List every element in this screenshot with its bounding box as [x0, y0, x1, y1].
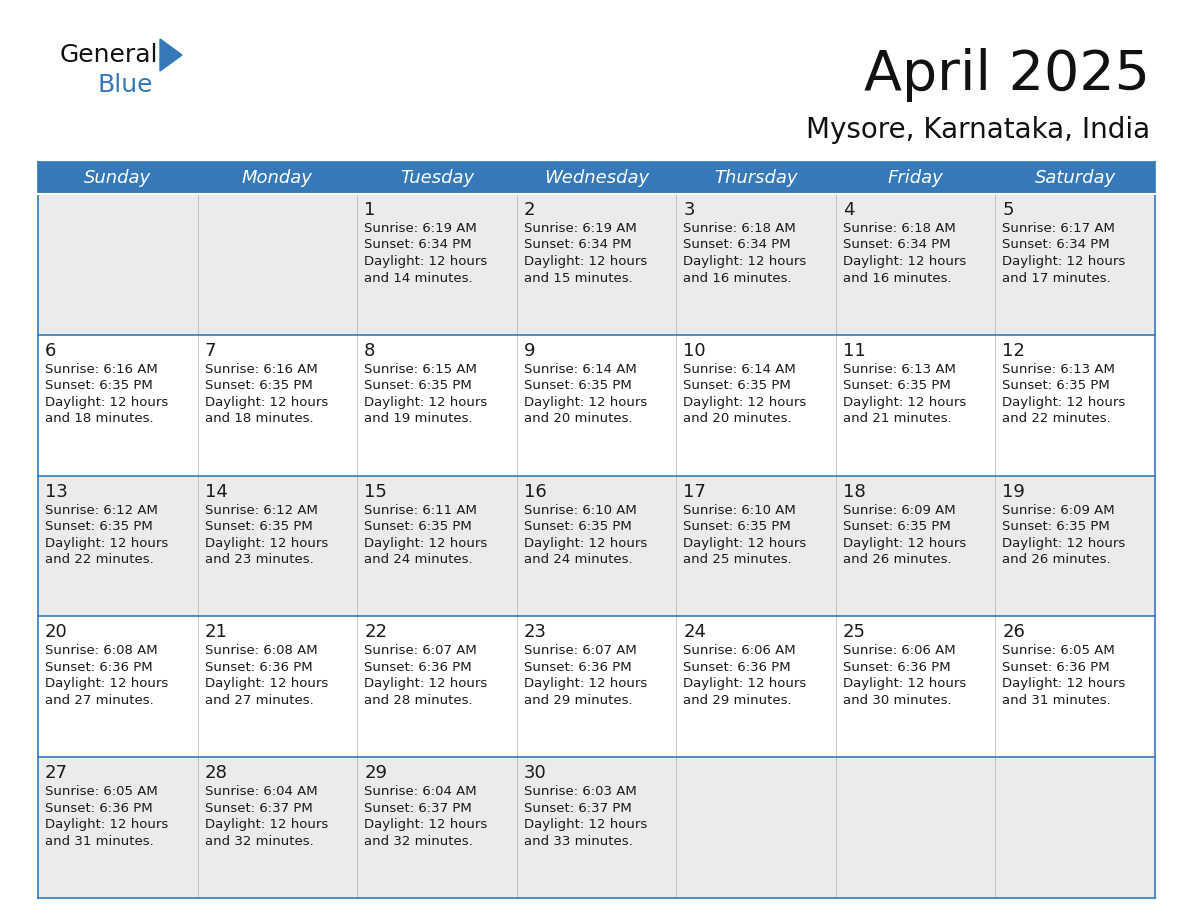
Text: Sunrise: 6:04 AM
Sunset: 6:37 PM
Daylight: 12 hours
and 32 minutes.: Sunrise: 6:04 AM Sunset: 6:37 PM Dayligh…	[365, 785, 487, 847]
Text: Sunrise: 6:10 AM
Sunset: 6:35 PM
Daylight: 12 hours
and 24 minutes.: Sunrise: 6:10 AM Sunset: 6:35 PM Dayligh…	[524, 504, 647, 566]
Text: 18: 18	[842, 483, 866, 500]
Text: April 2025: April 2025	[864, 48, 1150, 102]
Text: Wednesday: Wednesday	[544, 169, 649, 187]
Text: Sunrise: 6:13 AM
Sunset: 6:35 PM
Daylight: 12 hours
and 21 minutes.: Sunrise: 6:13 AM Sunset: 6:35 PM Dayligh…	[842, 363, 966, 425]
Text: Sunrise: 6:03 AM
Sunset: 6:37 PM
Daylight: 12 hours
and 33 minutes.: Sunrise: 6:03 AM Sunset: 6:37 PM Dayligh…	[524, 785, 647, 847]
Text: 30: 30	[524, 764, 546, 782]
Text: Saturday: Saturday	[1035, 169, 1116, 187]
Text: 13: 13	[45, 483, 68, 500]
Text: 24: 24	[683, 623, 707, 642]
Text: Sunrise: 6:11 AM
Sunset: 6:35 PM
Daylight: 12 hours
and 24 minutes.: Sunrise: 6:11 AM Sunset: 6:35 PM Dayligh…	[365, 504, 487, 566]
Text: Sunrise: 6:09 AM
Sunset: 6:35 PM
Daylight: 12 hours
and 26 minutes.: Sunrise: 6:09 AM Sunset: 6:35 PM Dayligh…	[1003, 504, 1126, 566]
Text: 27: 27	[45, 764, 68, 782]
Text: 14: 14	[204, 483, 227, 500]
Text: 15: 15	[365, 483, 387, 500]
Text: 5: 5	[1003, 201, 1013, 219]
Bar	[38, 162, 1155, 194]
Text: Sunrise: 6:14 AM
Sunset: 6:35 PM
Daylight: 12 hours
and 20 minutes.: Sunrise: 6:14 AM Sunset: 6:35 PM Dayligh…	[524, 363, 647, 425]
Text: 4: 4	[842, 201, 854, 219]
Bar	[38, 757, 1155, 898]
Text: 1: 1	[365, 201, 375, 219]
Text: 21: 21	[204, 623, 227, 642]
Text: 10: 10	[683, 341, 706, 360]
Bar	[38, 335, 1155, 476]
Text: 28: 28	[204, 764, 227, 782]
Text: Tuesday: Tuesday	[400, 169, 474, 187]
Text: Sunrise: 6:18 AM
Sunset: 6:34 PM
Daylight: 12 hours
and 16 minutes.: Sunrise: 6:18 AM Sunset: 6:34 PM Dayligh…	[683, 222, 807, 285]
Bar	[38, 194, 1155, 335]
Text: 17: 17	[683, 483, 706, 500]
Text: 22: 22	[365, 623, 387, 642]
Text: Sunrise: 6:12 AM
Sunset: 6:35 PM
Daylight: 12 hours
and 22 minutes.: Sunrise: 6:12 AM Sunset: 6:35 PM Dayligh…	[45, 504, 169, 566]
Text: 16: 16	[524, 483, 546, 500]
Text: Monday: Monday	[242, 169, 312, 187]
Text: 3: 3	[683, 201, 695, 219]
Text: 7: 7	[204, 341, 216, 360]
Text: Sunrise: 6:07 AM
Sunset: 6:36 PM
Daylight: 12 hours
and 29 minutes.: Sunrise: 6:07 AM Sunset: 6:36 PM Dayligh…	[524, 644, 647, 707]
Text: 2: 2	[524, 201, 536, 219]
Text: Sunrise: 6:12 AM
Sunset: 6:35 PM
Daylight: 12 hours
and 23 minutes.: Sunrise: 6:12 AM Sunset: 6:35 PM Dayligh…	[204, 504, 328, 566]
Text: Sunrise: 6:14 AM
Sunset: 6:35 PM
Daylight: 12 hours
and 20 minutes.: Sunrise: 6:14 AM Sunset: 6:35 PM Dayligh…	[683, 363, 807, 425]
Text: Sunrise: 6:06 AM
Sunset: 6:36 PM
Daylight: 12 hours
and 30 minutes.: Sunrise: 6:06 AM Sunset: 6:36 PM Dayligh…	[842, 644, 966, 707]
Text: 20: 20	[45, 623, 68, 642]
Text: 26: 26	[1003, 623, 1025, 642]
Text: Blue: Blue	[97, 73, 153, 97]
Text: Friday: Friday	[887, 169, 943, 187]
Text: Sunrise: 6:18 AM
Sunset: 6:34 PM
Daylight: 12 hours
and 16 minutes.: Sunrise: 6:18 AM Sunset: 6:34 PM Dayligh…	[842, 222, 966, 285]
Text: Sunday: Sunday	[84, 169, 151, 187]
Text: Mysore, Karnataka, India: Mysore, Karnataka, India	[805, 116, 1150, 144]
Text: 29: 29	[365, 764, 387, 782]
Text: 9: 9	[524, 341, 536, 360]
Text: 19: 19	[1003, 483, 1025, 500]
Text: Sunrise: 6:17 AM
Sunset: 6:34 PM
Daylight: 12 hours
and 17 minutes.: Sunrise: 6:17 AM Sunset: 6:34 PM Dayligh…	[1003, 222, 1126, 285]
Text: 12: 12	[1003, 341, 1025, 360]
Text: 11: 11	[842, 341, 866, 360]
Text: 6: 6	[45, 341, 56, 360]
Text: Sunrise: 6:05 AM
Sunset: 6:36 PM
Daylight: 12 hours
and 31 minutes.: Sunrise: 6:05 AM Sunset: 6:36 PM Dayligh…	[45, 785, 169, 847]
Text: Sunrise: 6:08 AM
Sunset: 6:36 PM
Daylight: 12 hours
and 27 minutes.: Sunrise: 6:08 AM Sunset: 6:36 PM Dayligh…	[204, 644, 328, 707]
Text: Sunrise: 6:15 AM
Sunset: 6:35 PM
Daylight: 12 hours
and 19 minutes.: Sunrise: 6:15 AM Sunset: 6:35 PM Dayligh…	[365, 363, 487, 425]
Text: Sunrise: 6:19 AM
Sunset: 6:34 PM
Daylight: 12 hours
and 14 minutes.: Sunrise: 6:19 AM Sunset: 6:34 PM Dayligh…	[365, 222, 487, 285]
Text: Sunrise: 6:06 AM
Sunset: 6:36 PM
Daylight: 12 hours
and 29 minutes.: Sunrise: 6:06 AM Sunset: 6:36 PM Dayligh…	[683, 644, 807, 707]
Text: Sunrise: 6:19 AM
Sunset: 6:34 PM
Daylight: 12 hours
and 15 minutes.: Sunrise: 6:19 AM Sunset: 6:34 PM Dayligh…	[524, 222, 647, 285]
Text: General: General	[61, 43, 158, 67]
Text: Sunrise: 6:04 AM
Sunset: 6:37 PM
Daylight: 12 hours
and 32 minutes.: Sunrise: 6:04 AM Sunset: 6:37 PM Dayligh…	[204, 785, 328, 847]
Text: 23: 23	[524, 623, 546, 642]
Polygon shape	[160, 39, 182, 71]
Text: Sunrise: 6:07 AM
Sunset: 6:36 PM
Daylight: 12 hours
and 28 minutes.: Sunrise: 6:07 AM Sunset: 6:36 PM Dayligh…	[365, 644, 487, 707]
Text: 8: 8	[365, 341, 375, 360]
Text: 25: 25	[842, 623, 866, 642]
Text: Sunrise: 6:13 AM
Sunset: 6:35 PM
Daylight: 12 hours
and 22 minutes.: Sunrise: 6:13 AM Sunset: 6:35 PM Dayligh…	[1003, 363, 1126, 425]
Text: Sunrise: 6:05 AM
Sunset: 6:36 PM
Daylight: 12 hours
and 31 minutes.: Sunrise: 6:05 AM Sunset: 6:36 PM Dayligh…	[1003, 644, 1126, 707]
Bar	[38, 476, 1155, 616]
Text: Thursday: Thursday	[714, 169, 798, 187]
Text: Sunrise: 6:16 AM
Sunset: 6:35 PM
Daylight: 12 hours
and 18 minutes.: Sunrise: 6:16 AM Sunset: 6:35 PM Dayligh…	[45, 363, 169, 425]
Text: Sunrise: 6:08 AM
Sunset: 6:36 PM
Daylight: 12 hours
and 27 minutes.: Sunrise: 6:08 AM Sunset: 6:36 PM Dayligh…	[45, 644, 169, 707]
Bar	[38, 616, 1155, 757]
Text: Sunrise: 6:16 AM
Sunset: 6:35 PM
Daylight: 12 hours
and 18 minutes.: Sunrise: 6:16 AM Sunset: 6:35 PM Dayligh…	[204, 363, 328, 425]
Text: Sunrise: 6:10 AM
Sunset: 6:35 PM
Daylight: 12 hours
and 25 minutes.: Sunrise: 6:10 AM Sunset: 6:35 PM Dayligh…	[683, 504, 807, 566]
Text: Sunrise: 6:09 AM
Sunset: 6:35 PM
Daylight: 12 hours
and 26 minutes.: Sunrise: 6:09 AM Sunset: 6:35 PM Dayligh…	[842, 504, 966, 566]
